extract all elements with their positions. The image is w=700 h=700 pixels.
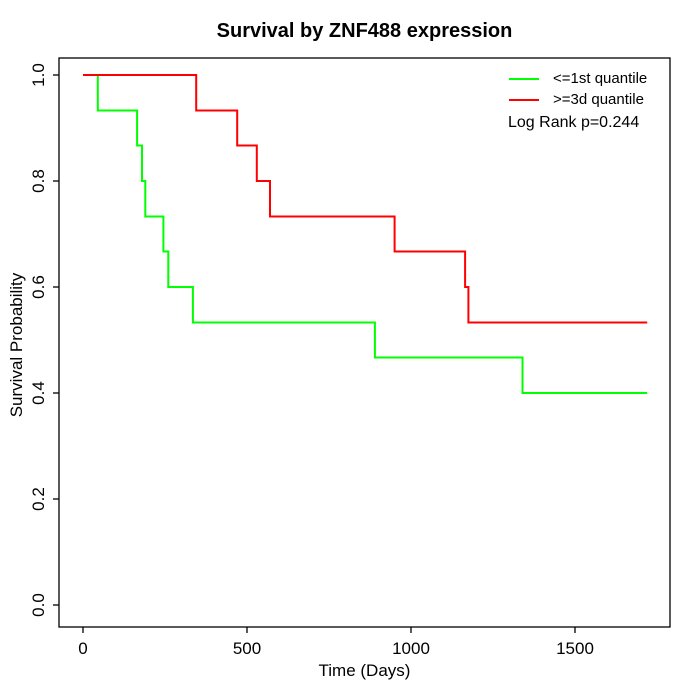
y-tick-label: 0.0 <box>29 593 48 617</box>
legend-label: >=3d quantile <box>553 91 644 108</box>
x-tick-label: 1500 <box>556 639 594 658</box>
x-tick-label: 1000 <box>392 639 430 658</box>
survival-curve-red <box>83 74 648 324</box>
x-axis-title: Time (Days) <box>318 661 411 680</box>
survival-curve-green <box>83 74 648 394</box>
legend-item-low-expression: <=1st quantile <box>509 68 647 89</box>
chart-title: Survival by ZNF488 expression <box>216 20 513 42</box>
y-tick-label: 0.6 <box>29 275 48 299</box>
legend-line-red <box>509 98 539 101</box>
log-rank-annotation: Log Rank p=0.244 <box>508 114 640 131</box>
x-tick-label: 0 <box>78 639 87 658</box>
y-tick-label: 0.8 <box>29 169 48 193</box>
legend-line-green <box>509 77 539 80</box>
legend-item-high-expression: >=3d quantile <box>509 89 647 110</box>
legend: <=1st quantile >=3d quantile <box>509 68 647 110</box>
plot-box <box>58 57 671 628</box>
y-tick-label: 0.2 <box>29 487 48 511</box>
x-tick-label: 500 <box>233 639 261 658</box>
y-tick-label: 0.4 <box>29 381 48 405</box>
y-tick-label: 1.0 <box>29 63 48 87</box>
y-axis-title-text: Survival Probability <box>7 272 26 418</box>
legend-label: <=1st quantile <box>553 70 648 87</box>
